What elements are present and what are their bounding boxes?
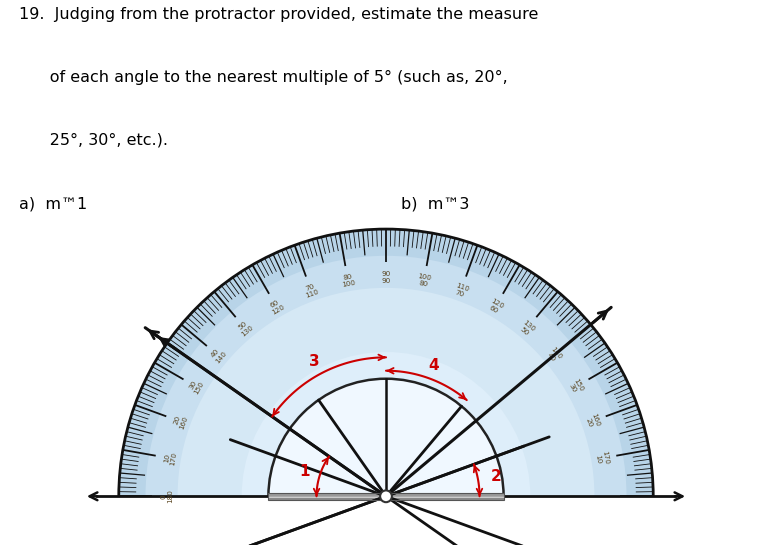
Text: 3: 3 <box>309 354 320 370</box>
Text: of each angle to the nearest multiple of 5° (such as, 20°,: of each angle to the nearest multiple of… <box>19 70 508 85</box>
Text: 20
160: 20 160 <box>171 413 188 430</box>
Text: 30
150: 30 150 <box>187 378 205 396</box>
Text: 150
30: 150 30 <box>567 378 585 396</box>
Wedge shape <box>119 229 653 496</box>
Wedge shape <box>178 288 594 496</box>
Text: 40
140: 40 140 <box>208 346 228 365</box>
Bar <box>269 497 503 498</box>
Text: 10
170: 10 170 <box>163 450 178 466</box>
Text: 2: 2 <box>491 469 502 485</box>
Bar <box>269 494 503 495</box>
Text: 60
120: 60 120 <box>267 298 286 316</box>
Text: 70
110: 70 110 <box>303 282 320 299</box>
Wedge shape <box>242 352 530 496</box>
Text: 100
80: 100 80 <box>416 273 432 288</box>
Text: a)  m™1: a) m™1 <box>19 196 87 211</box>
Text: 110
70: 110 70 <box>452 282 469 299</box>
Text: 4: 4 <box>428 358 438 373</box>
Text: 25°, 30°, etc.).: 25°, 30°, etc.). <box>19 133 168 148</box>
Bar <box>269 498 503 500</box>
Text: 130
50: 130 50 <box>517 319 537 338</box>
Wedge shape <box>145 256 627 496</box>
Bar <box>269 493 503 494</box>
Text: 80
100: 80 100 <box>340 273 356 288</box>
Text: 0
180: 0 180 <box>161 489 174 503</box>
Text: 140
40: 140 40 <box>544 346 564 365</box>
Text: 19.  Judging from the protractor provided, estimate the measure: 19. Judging from the protractor provided… <box>19 7 539 22</box>
Text: 160
20: 160 20 <box>584 413 601 430</box>
Text: 1: 1 <box>299 464 310 479</box>
Text: 90
90: 90 90 <box>381 271 391 284</box>
Wedge shape <box>269 379 503 496</box>
Bar <box>269 493 503 500</box>
Text: 50
130: 50 130 <box>235 319 255 338</box>
Text: 120
60: 120 60 <box>486 298 505 316</box>
Bar <box>269 495 503 497</box>
Text: 170
10: 170 10 <box>594 450 609 466</box>
Text: b)  m™3: b) m™3 <box>401 196 470 211</box>
Circle shape <box>380 490 392 502</box>
